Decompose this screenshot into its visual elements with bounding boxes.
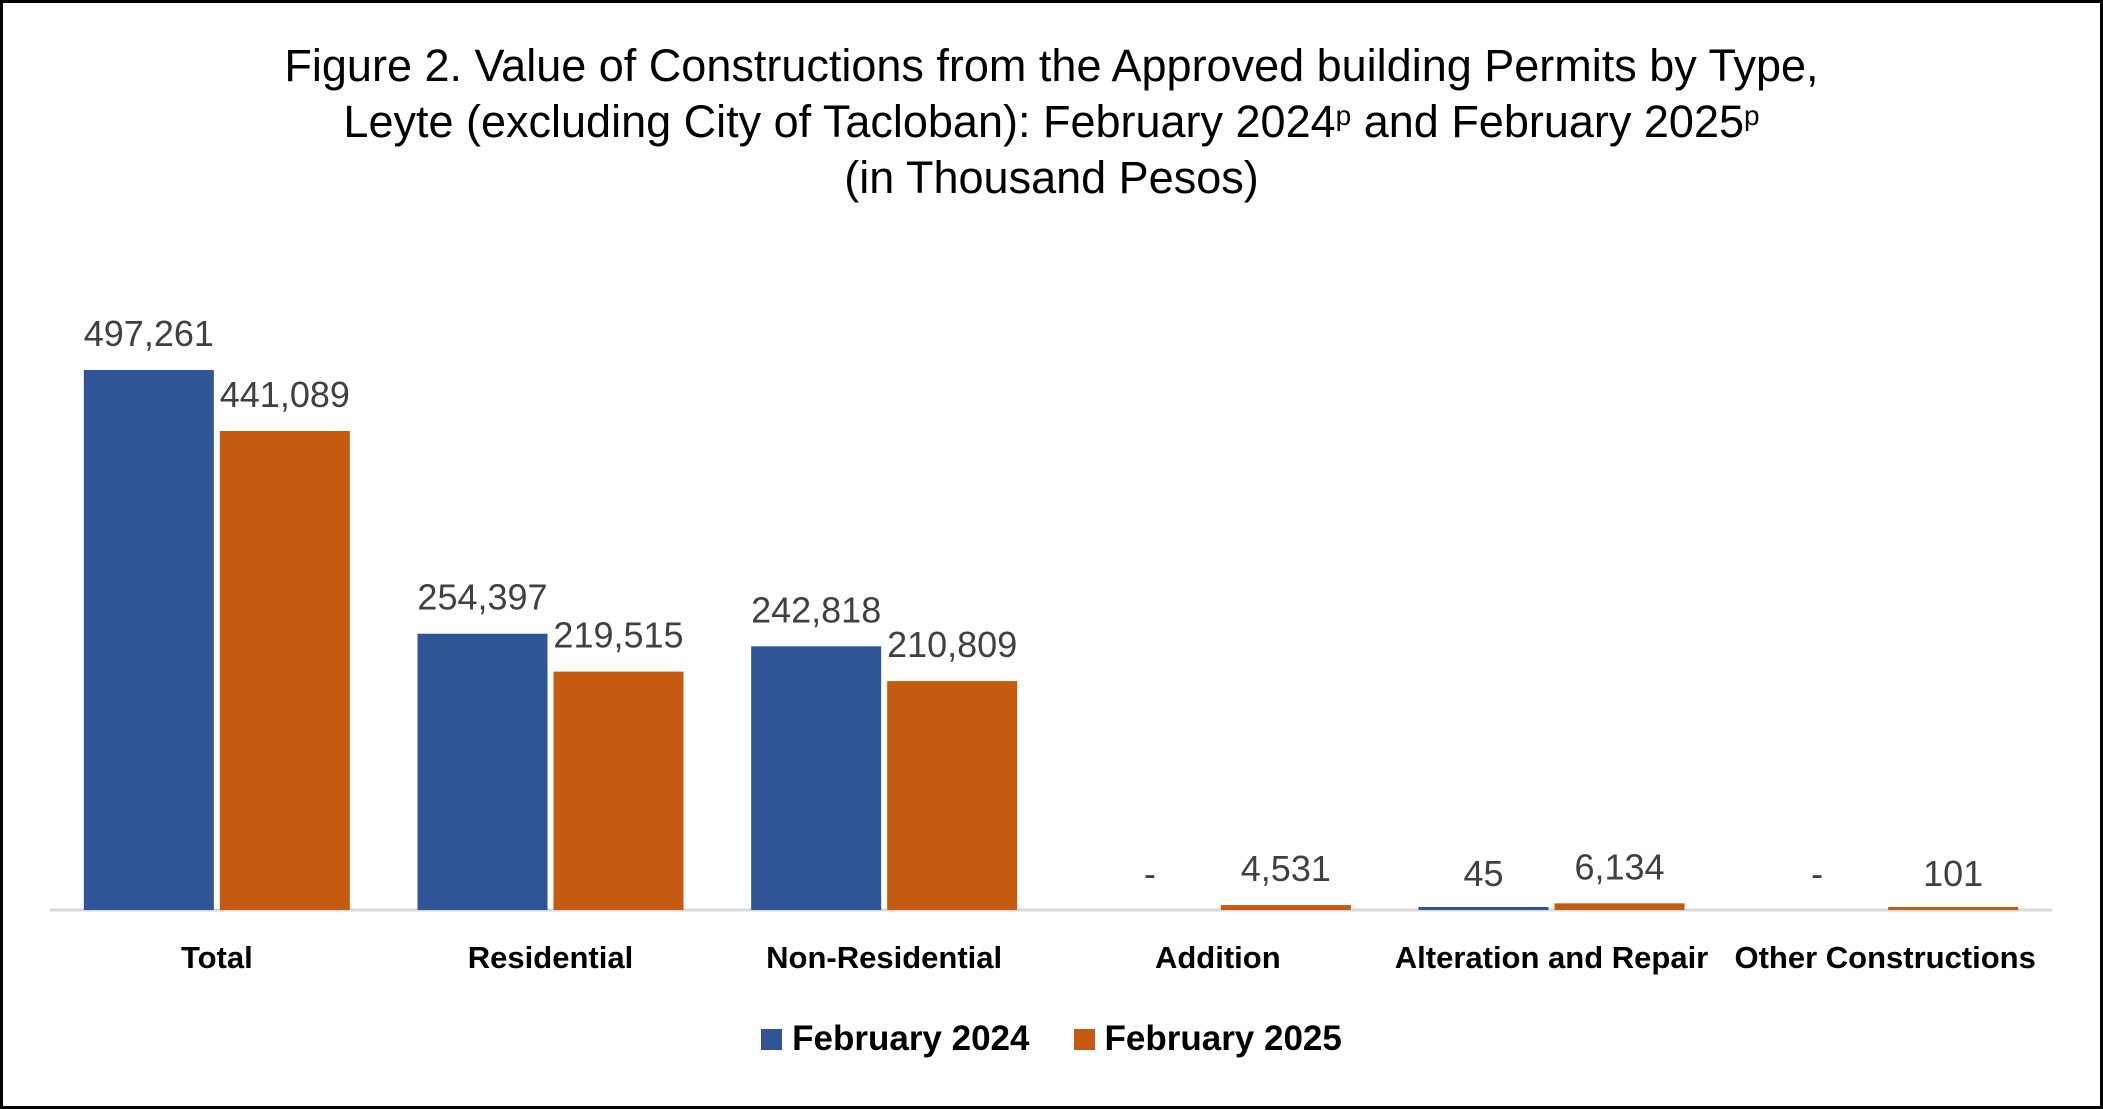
bar-february-2024-alteration-and-repair [1418, 907, 1549, 910]
category-label-other-constructions: Other Constructions [1734, 940, 2035, 975]
chart-title: Figure 2. Value of Constructions from th… [0, 38, 2103, 206]
legend: February 2024 February 2025 [0, 1019, 2103, 1059]
bar-february-2025-residential [553, 671, 684, 910]
category-label-residential: Residential [468, 940, 633, 975]
title-line-2-part-a: Leyte (excluding City of Tacloban): Febr… [343, 96, 1336, 147]
legend-label-february-2024: February 2024 [792, 1019, 1030, 1058]
category-label-addition: Addition [1155, 940, 1281, 975]
legend-item-february-2024: February 2024 [761, 1019, 1030, 1059]
data-label-february-2025-addition: 4,531 [1241, 848, 1331, 889]
title-superscript-2: p [1744, 100, 1760, 131]
bar-february-2025-non-residential [887, 681, 1018, 910]
data-label-february-2024-non-residential: 242,818 [751, 589, 881, 630]
data-label-february-2024-addition: - [1144, 853, 1156, 894]
data-label-february-2025-residential: 219,515 [553, 615, 683, 656]
bar-february-2024-total [83, 370, 214, 910]
category-label-non-residential: Non-Residential [766, 940, 1002, 975]
legend-item-february-2025: February 2025 [1073, 1019, 1342, 1059]
legend-label-february-2025: February 2025 [1104, 1019, 1342, 1058]
data-label-february-2025-total: 441,089 [220, 374, 350, 415]
bar-february-2024-non-residential [751, 646, 882, 910]
title-line-1: Figure 2. Value of Constructions from th… [284, 40, 1819, 91]
data-label-february-2024-total: 497,261 [84, 313, 214, 354]
data-label-february-2025-alteration-and-repair: 6,134 [1574, 846, 1664, 887]
legend-swatch-february-2024 [761, 1028, 783, 1050]
category-label-total: Total [181, 940, 253, 975]
title-line-2: Leyte (excluding City of Tacloban): Febr… [0, 94, 2103, 150]
bar-february-2025-other-constructions [1888, 907, 2019, 910]
data-label-february-2024-other-constructions: - [1811, 853, 1823, 894]
bar-february-2025-total [219, 430, 350, 910]
title-superscript-1: p [1335, 100, 1352, 131]
bar-february-2024-residential [417, 633, 548, 910]
data-label-february-2025-other-constructions: 101 [1923, 853, 1983, 894]
data-label-february-2024-alteration-and-repair: 45 [1463, 853, 1503, 894]
title-line-2-part-b: and February 2025 [1351, 96, 1744, 147]
category-label-alteration-and-repair: Alteration and Repair [1395, 940, 1709, 975]
bar-february-2025-addition [1220, 905, 1351, 910]
legend-swatch-february-2025 [1073, 1028, 1095, 1050]
data-label-february-2025-non-residential: 210,809 [887, 624, 1017, 665]
data-label-february-2024-residential: 254,397 [417, 577, 547, 618]
bar-february-2025-alteration-and-repair [1554, 903, 1685, 910]
title-line-3: (in Thousand Pesos) [844, 152, 1259, 203]
